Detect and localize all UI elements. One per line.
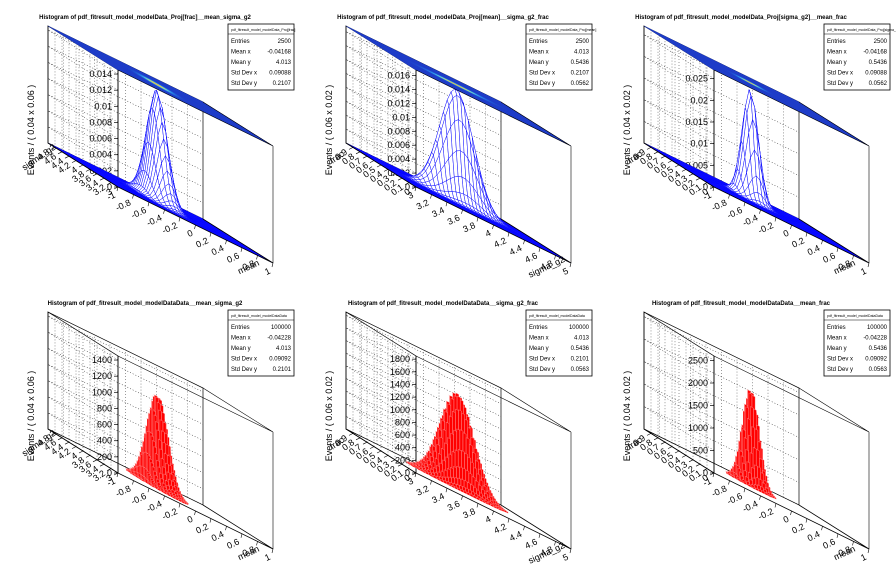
z-tick-label: 0.012 [387, 98, 410, 108]
stats-key: Std Dev y [231, 81, 257, 87]
z-axis-label: Events / ( 0.04 x 0.06 ) [26, 85, 36, 176]
x-tick [225, 240, 227, 245]
stats-key: Mean x [231, 50, 251, 56]
z-tick-label: 0.014 [387, 85, 410, 95]
x-tick [209, 232, 212, 237]
stats-name: pdf_fitresult_model_modelData_Proj[frac] [231, 28, 295, 32]
grid-line [345, 45, 502, 122]
y-tick [99, 177, 105, 181]
z-tick-label: 0.006 [387, 140, 410, 150]
chart-title: Histogram of pdf_fitresult_model_modelDa… [337, 15, 549, 21]
x-tick [178, 217, 181, 222]
stats-key: Entries [231, 39, 250, 45]
y-tick [57, 151, 63, 155]
x-tick [271, 262, 274, 268]
z-tick-label: 0.01 [94, 101, 112, 111]
grid-line [47, 78, 204, 155]
z-tick-label: 0.014 [89, 69, 112, 79]
grid-line [47, 110, 204, 187]
x-tick [163, 209, 165, 214]
stats-key: Mean y [231, 60, 251, 66]
z-tick-label: 0.006 [89, 134, 112, 144]
stats-box: pdf_fitresult_model_modelData_Proj[frac]… [227, 23, 295, 91]
chart-panel-1: Histogram of pdf_fitresult_model_modelDa… [20, 15, 295, 277]
stats-key: Std Dev x [231, 71, 257, 77]
z-tick-label: 0.004 [387, 154, 410, 164]
x-tick [132, 194, 134, 199]
x-tick [240, 247, 243, 252]
stats-value: 0.2107 [273, 81, 292, 87]
x-tick-label: 0.6 [225, 251, 241, 265]
grid-line [47, 94, 204, 171]
x-axis-label: mean [236, 258, 261, 277]
z-tick-label: 0.012 [89, 85, 112, 95]
z-tick-label: 0.008 [89, 117, 112, 127]
y-tick [71, 160, 77, 163]
x-tick-label: 1 [263, 266, 272, 277]
y-tick [64, 155, 70, 159]
chart-title: Histogram of pdf_fitresult_model_modelDa… [39, 15, 251, 21]
stats-value: 4.013 [276, 60, 292, 66]
z-tick-label: 0 [107, 182, 112, 192]
x-tick-label: 0 [186, 228, 195, 239]
x-tick [147, 202, 150, 207]
x-tick-label: 0.2 [194, 235, 210, 249]
z-tick-label: 0.016 [387, 71, 410, 81]
grid-line [47, 29, 204, 107]
z-tick-label: 0.004 [89, 150, 112, 160]
stats-value: 2500 [278, 39, 292, 45]
x-tick [194, 224, 196, 230]
z-tick-label: 0.008 [387, 126, 410, 136]
z-tick-label: 0.01 [392, 112, 410, 122]
x-tick-label: -0.2 [161, 220, 179, 236]
grid-line [47, 62, 204, 139]
chart-panel-2: Histogram of pdf_fitresult_model_modelDa… [324, 15, 596, 280]
stats-value: 0.09088 [269, 71, 291, 77]
stats-value: -0.04168 [267, 50, 291, 56]
x-tick-label: 0.4 [210, 243, 226, 257]
y-tick [78, 164, 84, 168]
